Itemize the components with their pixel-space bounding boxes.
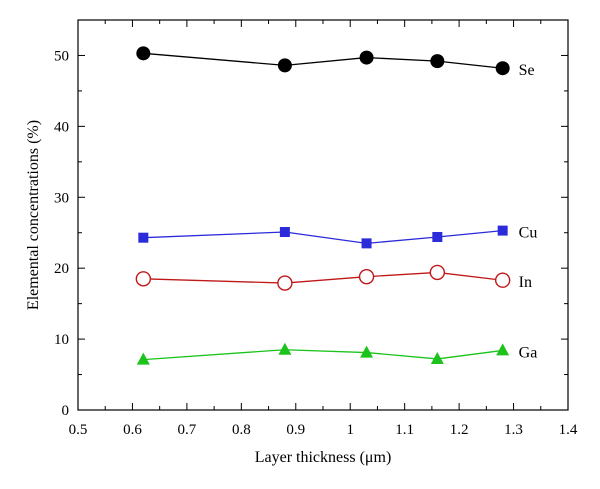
- series-cu-point: [361, 238, 372, 249]
- x-tick-label: 0.6: [123, 422, 142, 438]
- series-cu-label: Cu: [519, 225, 538, 242]
- series-in-point: [277, 275, 293, 291]
- series-cu-point: [138, 232, 149, 243]
- series-in-point: [494, 272, 511, 288]
- series-se-line: [143, 52, 503, 69]
- x-tick-label: 0.8: [232, 422, 251, 438]
- x-axis-title: Layer thickness (μm): [255, 449, 392, 466]
- series-ga: Ga: [136, 342, 538, 365]
- series-ga-line: [143, 349, 503, 361]
- x-tick-label: 0.9: [286, 422, 305, 438]
- series-layer: Se Cu In Ga: [135, 46, 538, 365]
- x-tick-label: 1.1: [395, 422, 414, 438]
- series-cu-point: [497, 225, 508, 236]
- x-tick-label: 1.4: [559, 422, 578, 438]
- series-se-point: [495, 61, 510, 76]
- x-tick-label: 0.5: [69, 422, 88, 438]
- series-ga-point: [496, 343, 510, 356]
- series-cu-point: [279, 227, 290, 238]
- series-in-label: In: [519, 274, 532, 291]
- series-cu: Cu: [138, 225, 537, 249]
- y-axis-title: Elemental concentrations (%): [25, 120, 42, 310]
- series-cu-line: [143, 229, 503, 245]
- series-in-point: [429, 264, 446, 281]
- x-tick-label: 0.7: [178, 422, 197, 438]
- series-se-point: [359, 50, 374, 65]
- y-tick-label: 50: [54, 48, 69, 64]
- series-se-point: [136, 46, 151, 61]
- y-tick-label: 0: [62, 403, 70, 419]
- series-ga-point: [278, 342, 292, 355]
- x-tick-label: 1.2: [450, 422, 469, 438]
- y-tick-label: 40: [54, 119, 69, 135]
- series-se: Se: [136, 46, 535, 79]
- y-tick-label: 30: [54, 190, 69, 206]
- y-tick-label: 20: [54, 261, 69, 277]
- x-tick-label: 1: [346, 422, 354, 438]
- series-ga-point: [430, 351, 444, 364]
- series-ga-point: [360, 345, 374, 358]
- series-cu-point: [432, 231, 443, 242]
- series-ga-point: [136, 352, 150, 365]
- series-in: In: [135, 264, 532, 291]
- series-in-point: [135, 271, 152, 287]
- x-tick-label: 1.3: [504, 422, 523, 438]
- axis-ticks: 0.5 0.6 0.7 0.8 0.9 1 1.1 1.2 1.3 1.4 0 10 20 30 40 50: [54, 20, 578, 438]
- series-se-point: [430, 54, 445, 69]
- series-in-point: [358, 268, 375, 285]
- y-tick-label: 10: [54, 332, 69, 348]
- series-se-label: Se: [519, 62, 535, 79]
- series-ga-label: Ga: [519, 344, 538, 361]
- series-in-line: [143, 271, 503, 284]
- series-se-point: [277, 58, 292, 73]
